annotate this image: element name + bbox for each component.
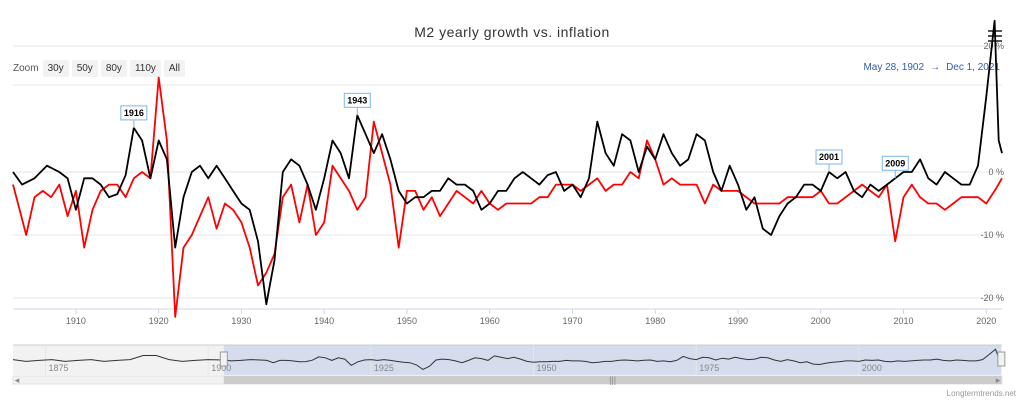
m2-series-line xyxy=(12,19,1003,306)
scrollbar-grip-icon: ||| xyxy=(609,375,616,385)
range-arrow: → xyxy=(930,62,941,73)
x-tick-label: 1940 xyxy=(314,316,334,326)
flag-box xyxy=(120,105,148,121)
zoom-bar: Zoom 30y 50y 80y 110y All xyxy=(13,60,188,77)
navigator-label: 1950 xyxy=(537,363,557,373)
flag-box xyxy=(815,149,843,165)
x-tick-label: 1980 xyxy=(645,316,665,326)
flag-label: 2001 xyxy=(819,152,839,162)
y-tick-label: 20 % xyxy=(983,41,1004,51)
x-tick-label: 1930 xyxy=(231,316,251,326)
y-tick-label: 0 % xyxy=(988,167,1004,177)
zoom-button-all[interactable]: All xyxy=(163,60,186,77)
chart-title: M2 yearly growth vs. inflation xyxy=(414,24,610,40)
x-tick-label: 2000 xyxy=(811,316,831,326)
x-tick-label: 1920 xyxy=(149,316,169,326)
x-tick-label: 1990 xyxy=(728,316,748,326)
credit-text[interactable]: Longtermtrends.net xyxy=(946,389,1016,398)
flag-box xyxy=(343,92,371,108)
zoom-button-80y[interactable]: 80y xyxy=(100,60,127,77)
flag-label: 1943 xyxy=(347,95,367,105)
navigator-label: 1925 xyxy=(374,363,394,373)
inflation-series-line xyxy=(12,76,1003,318)
x-tick-label: 2020 xyxy=(976,316,996,326)
x-tick-label: 1950 xyxy=(397,316,417,326)
flag-label: 1916 xyxy=(124,108,144,118)
zoom-label: Zoom xyxy=(13,63,39,74)
navigator-label: 2000 xyxy=(862,363,882,373)
flag-label: 2009 xyxy=(885,158,905,168)
x-tick-label: 1960 xyxy=(480,316,500,326)
y-tick-label: -20 % xyxy=(980,293,1004,303)
scrollbar-thumb[interactable] xyxy=(223,376,1002,384)
range-from-input[interactable]: May 28, 1902 xyxy=(863,62,925,73)
scroll-left-arrow-icon[interactable]: ◂ xyxy=(15,375,20,385)
zoom-button-50y[interactable]: 50y xyxy=(71,60,98,77)
zoom-button-30y[interactable]: 30y xyxy=(42,60,69,77)
navigator-handle-right[interactable] xyxy=(997,351,1006,367)
x-tick-label: 1970 xyxy=(562,316,582,326)
range-to-input[interactable]: Dec 1, 2021 xyxy=(946,62,1000,73)
date-range: May 28, 1902 → Dec 1, 2021 xyxy=(863,62,1000,73)
zoom-button-110y[interactable]: 110y xyxy=(129,60,161,77)
y-tick-label: -10 % xyxy=(980,230,1004,240)
x-tick-label: 2010 xyxy=(893,316,913,326)
scroll-right-arrow-icon[interactable]: ▸ xyxy=(996,375,1001,385)
x-tick-label: 1910 xyxy=(66,316,86,326)
navigator-series-line xyxy=(12,348,1002,370)
navigator-handle-left[interactable] xyxy=(219,351,228,367)
navigator-selected-range xyxy=(223,345,1002,375)
flag-box xyxy=(881,155,909,171)
navigator-label: 1975 xyxy=(699,363,719,373)
navigator-label: 1875 xyxy=(49,363,69,373)
navigator-label: 1900 xyxy=(211,363,231,373)
